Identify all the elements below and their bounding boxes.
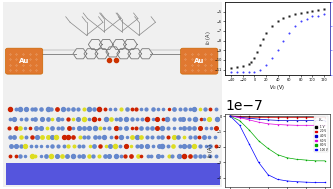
Text: Au: Au	[194, 58, 204, 64]
Y-axis label: $I_D$ (A): $I_D$ (A)	[206, 144, 215, 158]
Y-axis label: $I_D$ (A): $I_D$ (A)	[204, 31, 213, 45]
FancyBboxPatch shape	[180, 48, 218, 74]
Legend: 1 V, 20 V, 40 V, 60 V, 80 V, 100 V: 1 V, 20 V, 40 V, 60 V, 80 V, 100 V	[314, 116, 328, 153]
X-axis label: $V_G$ (V): $V_G$ (V)	[269, 83, 286, 92]
Text: Au: Au	[19, 58, 29, 64]
FancyBboxPatch shape	[3, 2, 222, 187]
FancyBboxPatch shape	[6, 48, 43, 74]
FancyBboxPatch shape	[6, 163, 220, 185]
